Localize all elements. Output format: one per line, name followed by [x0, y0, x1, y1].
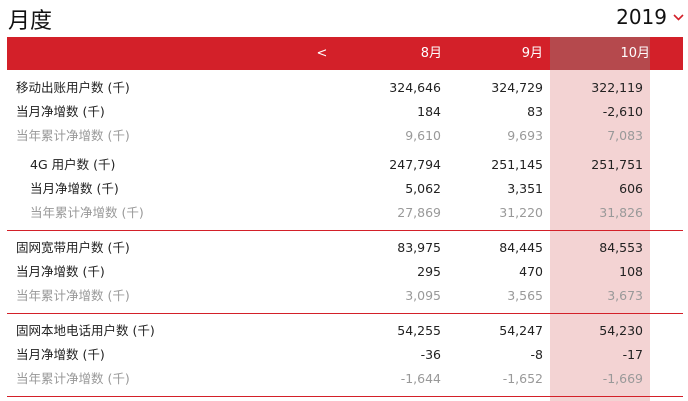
cell-oct: -2,610 [602, 104, 643, 119]
cell-oct: 108 [619, 264, 643, 279]
table-row: 当年累计净增数 (千) 27,869 31,220 31,826 [0, 201, 688, 225]
table-row: 当月净增数 (千) 5,062 3,351 606 [0, 177, 688, 201]
cell-oct: 322,119 [591, 80, 643, 95]
section-divider [7, 230, 683, 231]
cell-aug: 184 [417, 104, 441, 119]
column-header-aug: 8月 [420, 46, 442, 61]
current-month-header-highlight [550, 37, 650, 70]
cell-sep: 324,729 [491, 80, 543, 95]
section-divider [7, 313, 683, 314]
cell-oct: -1,669 [602, 371, 643, 386]
cell-oct: 7,083 [607, 128, 643, 143]
table-row: 当年累计净增数 (千) 9,610 9,693 7,083 [0, 124, 688, 148]
row-label: 当月净增数 (千) [16, 104, 105, 119]
table-row: 4G 用户数 (千) 247,794 251,145 251,751 [0, 153, 688, 177]
cell-aug: 247,794 [389, 157, 441, 172]
year-selector[interactable]: 2019 [616, 5, 684, 29]
cell-sep: 470 [519, 264, 543, 279]
row-label: 当月净增数 (千) [16, 264, 105, 279]
cell-aug: 5,062 [405, 181, 441, 196]
table-row: 当月净增数 (千) 184 83 -2,610 [0, 100, 688, 124]
cell-aug: -36 [420, 347, 441, 362]
cell-oct: 84,553 [599, 240, 643, 255]
column-header-oct: 10月 [620, 46, 650, 61]
cell-oct: -17 [622, 347, 643, 362]
table-row: 当年累计净增数 (千) 3,095 3,565 3,673 [0, 284, 688, 308]
chevron-down-icon [673, 14, 684, 21]
cell-oct: 606 [619, 181, 643, 196]
prev-months-button[interactable]: < [316, 46, 328, 61]
cell-sep: 3,565 [507, 288, 543, 303]
row-label: 固网本地电话用户数 (千) [16, 323, 155, 338]
cell-sep: -1,652 [502, 371, 543, 386]
cell-sep: 9,693 [507, 128, 543, 143]
cell-aug: 3,095 [405, 288, 441, 303]
table-row: 当年累计净增数 (千) -1,644 -1,652 -1,669 [0, 367, 688, 391]
cell-sep: -8 [530, 347, 543, 362]
cell-oct: 251,751 [591, 157, 643, 172]
row-label: 当月净增数 (千) [30, 181, 119, 196]
cell-oct: 54,230 [599, 323, 643, 338]
table-row: 当月净增数 (千) 295 470 108 [0, 260, 688, 284]
table-header: < 8月 9月 10月 [7, 37, 683, 70]
cell-aug: 54,255 [397, 323, 441, 338]
cell-aug: 9,610 [405, 128, 441, 143]
row-label: 当月净增数 (千) [16, 347, 105, 362]
table-row: 固网本地电话用户数 (千) 54,255 54,247 54,230 [0, 319, 688, 343]
cell-aug: 27,869 [397, 205, 441, 220]
cell-sep: 84,445 [499, 240, 543, 255]
row-label: 当年累计净增数 (千) [16, 288, 130, 303]
cell-sep: 31,220 [499, 205, 543, 220]
cell-aug: 295 [417, 264, 441, 279]
table-row: 移动出账用户数 (千) 324,646 324,729 322,119 [0, 76, 688, 100]
cell-sep: 3,351 [507, 181, 543, 196]
column-header-sep: 9月 [521, 46, 543, 61]
table-row: 当月净增数 (千) -36 -8 -17 [0, 343, 688, 367]
current-month-column-highlight [550, 37, 650, 401]
cell-sep: 83 [527, 104, 543, 119]
cell-sep: 54,247 [499, 323, 543, 338]
cell-aug: 83,975 [397, 240, 441, 255]
table-row: 固网宽带用户数 (千) 83,975 84,445 84,553 [0, 236, 688, 260]
cell-sep: 251,145 [491, 157, 543, 172]
cell-oct: 3,673 [607, 288, 643, 303]
section-divider [7, 396, 683, 397]
year-value: 2019 [616, 5, 667, 29]
row-label: 当年累计净增数 (千) [16, 371, 130, 386]
cell-aug: 324,646 [389, 80, 441, 95]
cell-oct: 31,826 [599, 205, 643, 220]
cell-aug: -1,644 [400, 371, 441, 386]
row-label: 移动出账用户数 (千) [16, 80, 130, 95]
row-label: 当年累计净增数 (千) [30, 205, 144, 220]
page-title: 月度 [8, 9, 53, 34]
row-label: 固网宽带用户数 (千) [16, 240, 130, 255]
row-label: 当年累计净增数 (千) [16, 128, 130, 143]
row-label: 4G 用户数 (千) [30, 157, 116, 172]
